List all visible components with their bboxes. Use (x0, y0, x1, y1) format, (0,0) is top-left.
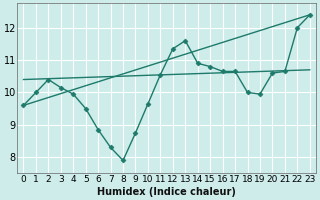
X-axis label: Humidex (Indice chaleur): Humidex (Indice chaleur) (97, 187, 236, 197)
